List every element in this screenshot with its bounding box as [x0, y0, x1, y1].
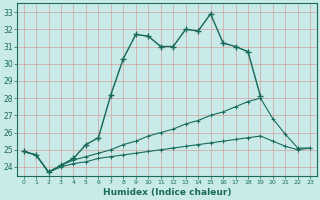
X-axis label: Humidex (Indice chaleur): Humidex (Indice chaleur)	[103, 188, 231, 197]
